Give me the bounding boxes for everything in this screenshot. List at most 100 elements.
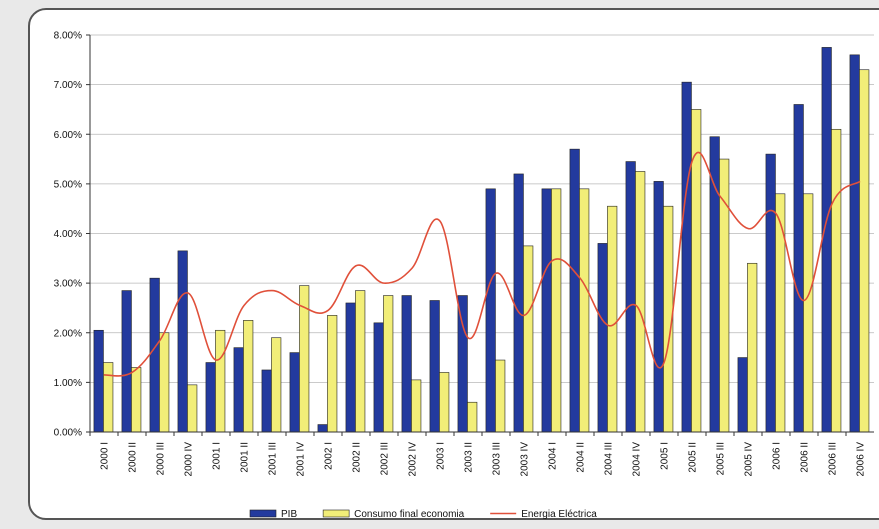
bar-consumo — [719, 158, 730, 433]
x-tick-label: 2004 II — [576, 442, 587, 473]
y-axis-ticks: 0.00% 1.00% 2.00% 3.00% 4.00% 5.00% 6.00% 7.00%… — [54, 31, 90, 439]
bar-pib — [121, 290, 132, 433]
bar-pib — [793, 104, 804, 433]
y-tick-label: 5.00% — [54, 179, 82, 190]
x-tick-label: 2005 III — [716, 442, 727, 475]
y-tick-label: 6.00% — [54, 130, 82, 141]
bar-pib — [849, 54, 860, 433]
x-tick-label: 2001 I — [212, 442, 223, 470]
x-tick-label: 2005 II — [688, 442, 699, 473]
bar-consumo — [775, 193, 786, 433]
legend: PIB Consumo final economia Energia Eléctri… — [249, 509, 597, 520]
bar-pib — [541, 188, 552, 433]
bar-pib — [653, 181, 664, 433]
x-tick-label: 2001 II — [240, 442, 251, 473]
x-tick-label: 2005 IV — [744, 442, 755, 477]
x-tick-label: 2003 III — [492, 442, 503, 475]
bar-consumo — [355, 290, 366, 433]
x-tick-label: 2004 IV — [632, 442, 643, 477]
bars — [93, 47, 870, 433]
bar-consumo — [439, 372, 450, 433]
x-tick-label: 2003 IV — [520, 442, 531, 477]
x-tick-label: 2001 III — [268, 442, 279, 475]
bar-consumo — [579, 188, 590, 433]
bar-consumo — [607, 205, 618, 433]
x-tick-label: 2002 IV — [408, 442, 419, 477]
y-tick-label: 4.00% — [54, 229, 82, 240]
y-tick-label: 1.00% — [54, 378, 82, 389]
x-tick-label: 2000 II — [128, 442, 139, 473]
x-tick-label: 2006 IV — [856, 442, 867, 477]
energy-line — [103, 151, 861, 377]
bar-consumo — [187, 384, 198, 433]
bar-consumo — [467, 401, 478, 433]
bar-pib — [289, 352, 300, 433]
bar-pib — [597, 243, 608, 433]
bar-consumo — [635, 171, 646, 433]
legend-label-pib: PIB — [281, 509, 297, 520]
bar-pib — [429, 300, 440, 433]
y-tick-label: 3.00% — [54, 279, 82, 290]
y-tick-label: 7.00% — [54, 80, 82, 91]
bar-consumo — [523, 245, 534, 433]
bar-consumo — [243, 320, 254, 433]
bar-consumo — [383, 295, 394, 433]
y-tick-label: 2.00% — [54, 328, 82, 339]
legend-label-energia: Energia Eléctrica — [521, 509, 597, 520]
bar-pib — [177, 250, 188, 433]
bar-pib — [709, 136, 720, 433]
legend-label-consumo: Consumo final economia — [354, 509, 464, 520]
bar-consumo — [411, 379, 422, 433]
y-tick-label: 0.00% — [54, 428, 82, 439]
x-tick-label: 2003 I — [436, 442, 447, 470]
bar-pib — [737, 357, 748, 433]
bar-consumo — [803, 193, 814, 433]
x-tick-label: 2003 II — [464, 442, 475, 473]
bar-consumo — [551, 188, 562, 433]
x-tick-label: 2006 III — [828, 442, 839, 475]
y-tick-label: 8.00% — [54, 31, 82, 42]
bar-consumo — [215, 329, 226, 433]
bar-pib — [625, 161, 636, 433]
bar-pib — [261, 369, 272, 433]
bar-pib — [93, 329, 104, 433]
x-tick-label: 2001 IV — [296, 442, 307, 477]
bar-pib — [681, 81, 692, 433]
bar-pib — [149, 277, 160, 433]
x-tick-label: 2006 II — [800, 442, 811, 473]
bar-consumo — [747, 262, 758, 433]
bar-consumo — [859, 69, 870, 433]
x-tick-label: 2002 III — [380, 442, 391, 475]
bar-pib — [233, 347, 244, 433]
bar-pib — [821, 47, 832, 433]
x-tick-label: 2004 I — [548, 442, 559, 470]
x-tick-label: 2004 III — [604, 442, 615, 475]
x-tick-label: 2006 I — [772, 442, 783, 470]
legend-swatch-pib — [249, 509, 277, 518]
x-tick-label: 2002 I — [324, 442, 335, 470]
bar-consumo — [327, 315, 338, 433]
bar-pib — [513, 173, 524, 433]
bar-pib — [485, 188, 496, 433]
bar-pib — [401, 295, 412, 433]
bar-pib — [569, 148, 580, 433]
bar-pib — [457, 295, 468, 433]
x-tick-label: 2002 II — [352, 442, 363, 473]
line-energia-electrica — [103, 151, 861, 377]
legend-swatch-consumo — [322, 509, 350, 518]
bar-consumo — [131, 367, 142, 433]
x-tick-label: 2000 I — [100, 442, 111, 470]
bar-pib — [765, 153, 776, 433]
x-axis-ticks: 2000 I 2000 II 2000 III 2000 IV 2001 I 2001 I… — [89, 432, 867, 477]
bar-consumo — [831, 128, 842, 433]
bar-consumo — [159, 332, 170, 433]
bar-pib — [373, 322, 384, 433]
bar-consumo — [495, 359, 506, 433]
bar-consumo — [103, 362, 114, 433]
bar-pib — [205, 362, 216, 433]
x-tick-label: 2000 IV — [184, 442, 195, 477]
bar-pib — [345, 302, 356, 433]
x-tick-label: 2000 III — [156, 442, 167, 475]
bar-pib — [317, 424, 328, 433]
x-tick-label: 2005 I — [660, 442, 671, 470]
